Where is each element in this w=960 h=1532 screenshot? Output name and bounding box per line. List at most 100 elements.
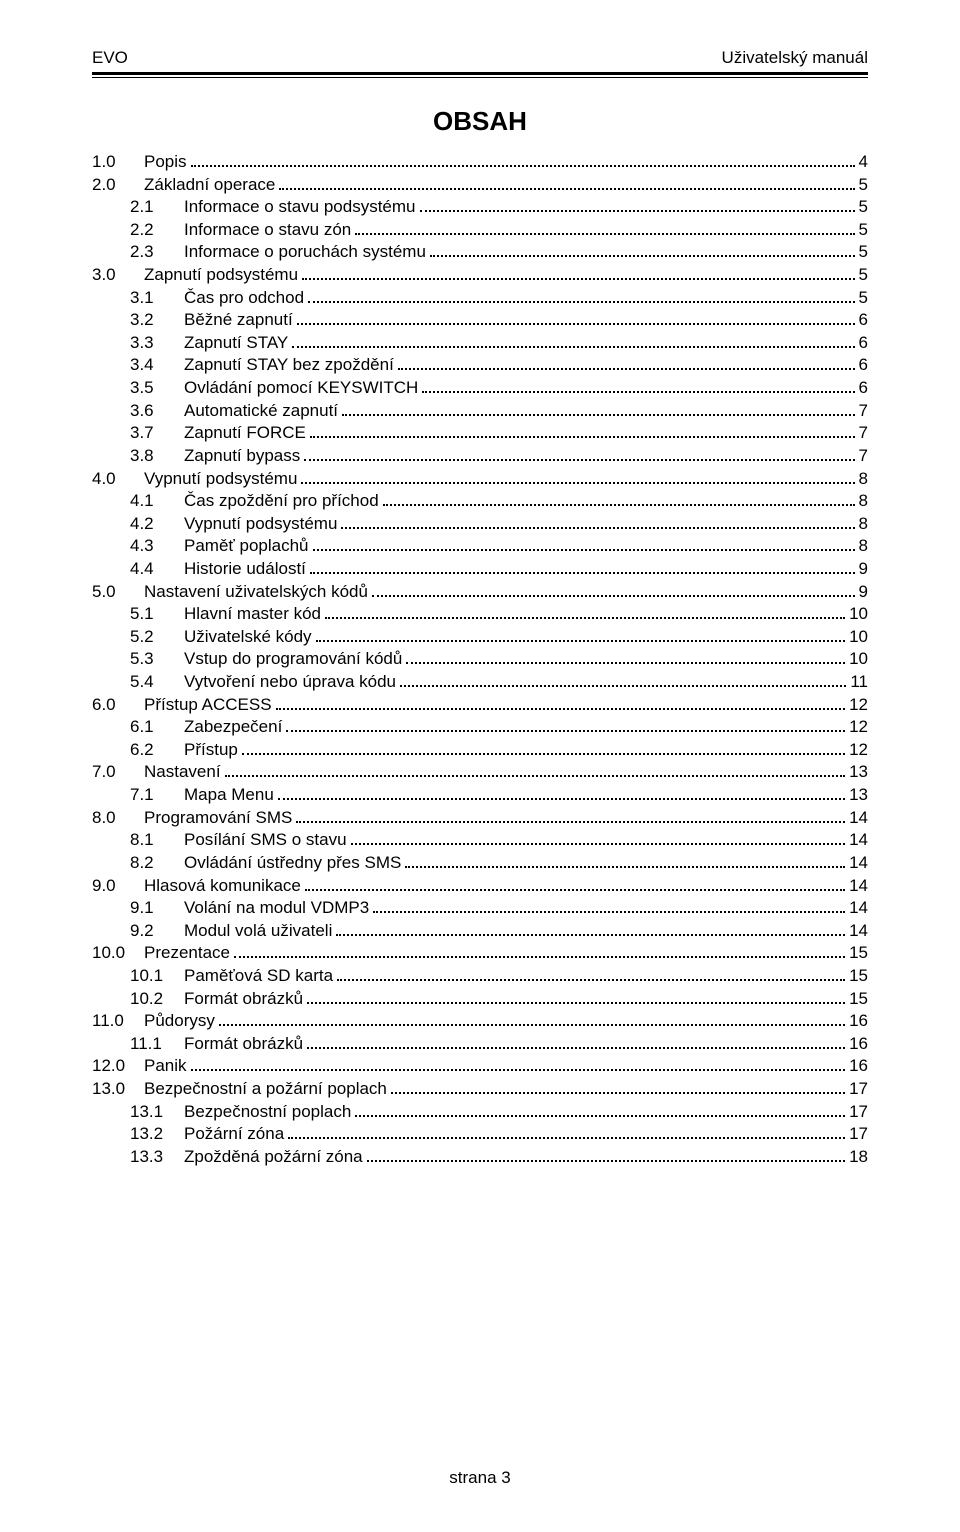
toc-entry-title: Zapnutí bypass <box>184 445 300 468</box>
toc-entry-title: Běžné zapnutí <box>184 309 293 332</box>
toc-row: 9.0Hlasová komunikace14 <box>92 875 868 898</box>
toc-row: 8.2Ovládání ústředny přes SMS14 <box>92 852 868 875</box>
toc-entry-page: 5 <box>859 219 868 242</box>
toc-entry-number: 1.0 <box>92 151 144 174</box>
toc-entry-title: Volání na modul VDMP3 <box>184 897 369 920</box>
toc-leader-dots <box>219 1013 845 1026</box>
toc-leader-dots <box>383 493 855 506</box>
toc-entry-number: 13.1 <box>92 1101 184 1124</box>
toc-entry-title: Vstup do programování kódů <box>184 648 402 671</box>
toc-entry-title: Mapa Menu <box>184 784 274 807</box>
toc-entry-title: Zapnutí FORCE <box>184 422 306 445</box>
toc-entry-number: 7.0 <box>92 761 144 784</box>
toc-row: 3.2Běžné zapnutí 6 <box>92 309 868 332</box>
toc-entry-number: 11.1 <box>92 1033 184 1056</box>
toc-row: 3.3Zapnutí STAY6 <box>92 332 868 355</box>
toc-row: 10.0Prezentace15 <box>92 942 868 965</box>
toc-row: 12.0Panik 16 <box>92 1055 868 1078</box>
toc-entry-page: 15 <box>849 988 868 1011</box>
toc-entry-page: 5 <box>859 241 868 264</box>
toc-entry-page: 14 <box>849 852 868 875</box>
toc-row: 2.0Základní operace5 <box>92 174 868 197</box>
toc-leader-dots <box>430 245 855 258</box>
toc-row: 4.3Paměť poplachů8 <box>92 535 868 558</box>
toc-entry-page: 15 <box>849 942 868 965</box>
toc-row: 5.4Vytvoření nebo úprava kódu11 <box>92 671 868 694</box>
toc-row: 13.2Požární zóna17 <box>92 1123 868 1146</box>
toc-row: 11.1Formát obrázků16 <box>92 1033 868 1056</box>
toc-entry-title: Paměť poplachů <box>184 535 309 558</box>
toc-entry-title: Nastavení <box>144 761 221 784</box>
toc-entry-title: Informace o stavu zón <box>184 219 351 242</box>
toc-entry-number: 8.1 <box>92 829 184 852</box>
toc-entry-page: 6 <box>859 309 868 332</box>
toc-row: 3.6Automatické zapnutí7 <box>92 400 868 423</box>
toc-entry-number: 9.0 <box>92 875 144 898</box>
toc-entry-number: 13.0 <box>92 1078 144 1101</box>
toc-entry-page: 16 <box>849 1055 868 1078</box>
toc-entry-title: Vytvoření nebo úprava kódu <box>184 671 396 694</box>
toc-entry-page: 12 <box>849 716 868 739</box>
header-right: Uživatelský manuál <box>722 48 868 68</box>
toc-entry-number: 4.2 <box>92 513 184 536</box>
toc-leader-dots <box>355 1104 845 1117</box>
toc-leader-dots <box>310 561 855 574</box>
toc-entry-title: Bezpečnostní poplach <box>184 1101 351 1124</box>
toc-leader-dots <box>305 878 845 891</box>
toc-row: 6.2Přístup 12 <box>92 739 868 762</box>
table-of-contents: 1.0Popis42.0Základní operace52.1Informac… <box>92 151 868 1168</box>
toc-entry-page: 8 <box>859 513 868 536</box>
toc-row: 4.4Historie událostí9 <box>92 558 868 581</box>
toc-entry-number: 12.0 <box>92 1055 144 1078</box>
toc-entry-number: 6.1 <box>92 716 184 739</box>
toc-entry-title: Paměťová SD karta <box>184 965 333 988</box>
toc-row: 2.1Informace o stavu podsystému5 <box>92 196 868 219</box>
toc-row: 8.1Posílání SMS o stavu14 <box>92 829 868 852</box>
toc-entry-number: 3.2 <box>92 309 184 332</box>
toc-row: 9.2Modul volá uživateli14 <box>92 920 868 943</box>
toc-leader-dots <box>373 900 845 913</box>
toc-entry-title: Formát obrázků <box>184 1033 303 1056</box>
toc-entry-title: Ovládání pomocí KEYSWITCH <box>184 377 418 400</box>
toc-entry-page: 14 <box>849 807 868 830</box>
toc-leader-dots <box>406 652 845 665</box>
toc-entry-title: Posílání SMS o stavu <box>184 829 347 852</box>
toc-entry-page: 17 <box>849 1101 868 1124</box>
toc-row: 3.4Zapnutí STAY bez zpoždění6 <box>92 354 868 377</box>
toc-leader-dots <box>367 1149 845 1162</box>
toc-entry-number: 13.3 <box>92 1146 184 1169</box>
toc-leader-dots <box>279 177 854 190</box>
toc-entry-page: 14 <box>849 875 868 898</box>
header-rule <box>92 72 868 78</box>
toc-entry-title: Požární zóna <box>184 1123 284 1146</box>
toc-entry-number: 10.1 <box>92 965 184 988</box>
toc-row: 3.8Zapnutí bypass7 <box>92 445 868 468</box>
toc-leader-dots <box>307 1036 845 1049</box>
toc-entry-page: 5 <box>859 196 868 219</box>
toc-entry-number: 9.2 <box>92 920 184 943</box>
toc-leader-dots <box>372 584 855 597</box>
toc-leader-dots <box>325 606 845 619</box>
toc-entry-title: Vypnutí podsystému <box>144 468 297 491</box>
toc-entry-page: 18 <box>849 1146 868 1169</box>
toc-entry-title: Vypnutí podsystému <box>184 513 337 536</box>
toc-entry-page: 6 <box>859 332 868 355</box>
toc-entry-number: 2.2 <box>92 219 184 242</box>
toc-leader-dots <box>400 674 846 687</box>
toc-entry-page: 11 <box>850 671 868 694</box>
toc-leader-dots <box>242 742 845 755</box>
toc-row: 3.1Čas pro odchod5 <box>92 287 868 310</box>
toc-entry-title: Panik <box>144 1055 187 1078</box>
toc-entry-title: Zapnutí podsystému <box>144 264 298 287</box>
toc-entry-page: 12 <box>849 739 868 762</box>
toc-entry-number: 3.4 <box>92 354 184 377</box>
toc-leader-dots <box>420 199 855 212</box>
toc-leader-dots <box>336 923 845 936</box>
toc-entry-title: Formát obrázků <box>184 988 303 1011</box>
toc-leader-dots <box>313 539 855 552</box>
toc-entry-title: Historie událostí <box>184 558 306 581</box>
toc-entry-title: Informace o stavu podsystému <box>184 196 416 219</box>
toc-entry-number: 6.2 <box>92 739 184 762</box>
toc-entry-title: Přístup <box>184 739 238 762</box>
toc-row: 8.0Programování SMS14 <box>92 807 868 830</box>
